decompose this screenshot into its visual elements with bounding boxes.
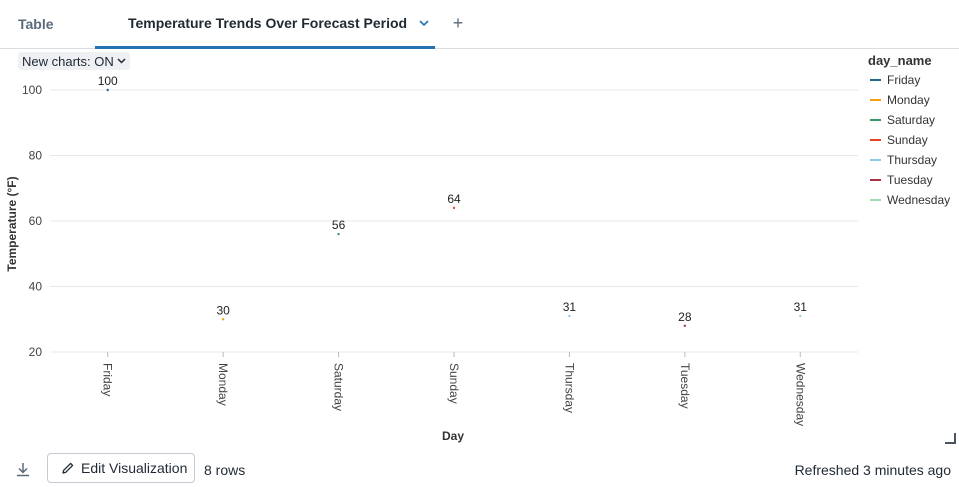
y-tick-label: 60 <box>29 214 43 228</box>
chevron-down-icon <box>117 58 126 64</box>
data-label: 31 <box>794 300 808 314</box>
y-axis-ticks: 20 40 60 80 100 <box>22 83 42 359</box>
legend: day_name Friday Monday Saturday Sunday Thurs… <box>868 52 959 210</box>
legend-swatch <box>870 79 881 81</box>
legend-swatch <box>870 99 881 101</box>
y-tick-label: 40 <box>29 280 43 294</box>
y-axis-label: Temperature (°F) <box>5 176 19 271</box>
data-point <box>683 324 687 327</box>
download-icon[interactable] <box>14 460 32 478</box>
footer: Edit Visualization 8 rows Refreshed 3 mi… <box>0 448 959 487</box>
x-tick-label: Wednesday <box>793 363 807 426</box>
legend-swatch <box>870 139 881 141</box>
tab-label: Temperature Trends Over Forecast Period <box>128 15 408 31</box>
x-tick-label: Tuesday <box>678 363 692 409</box>
legend-swatch <box>870 159 881 161</box>
resize-handle[interactable] <box>945 433 956 444</box>
x-tick-label: Saturday <box>332 363 346 411</box>
data-label: 100 <box>98 74 118 88</box>
data-label: 30 <box>216 303 230 317</box>
new-charts-label: New charts: ON <box>22 53 114 69</box>
legend-label: Thursday <box>887 153 938 167</box>
tab-table[interactable]: Table <box>18 16 54 32</box>
x-tick-label: Friday <box>101 363 115 396</box>
legend-swatch <box>870 199 881 201</box>
legend-item[interactable]: Monday <box>868 90 959 110</box>
legend-label: Wednesday <box>887 193 951 207</box>
legend-swatch <box>870 179 881 181</box>
y-tick-label: 80 <box>29 149 43 163</box>
tab-temperature-trends[interactable]: Temperature Trends Over Forecast Period <box>95 0 435 49</box>
legend-item[interactable]: Wednesday <box>868 190 959 210</box>
data-label: 28 <box>678 310 692 324</box>
x-tick-label: Thursday <box>562 363 576 413</box>
data-point <box>221 318 225 321</box>
data-label: 56 <box>332 218 346 232</box>
data-point <box>799 314 802 318</box>
x-tick-label: Sunday <box>447 363 461 404</box>
legend-title: day_name <box>868 53 932 68</box>
legend-items: Friday Monday Saturday Sunday Thursday Tuesda… <box>868 70 959 210</box>
legend-label: Friday <box>887 73 921 87</box>
x-axis-ticks: Friday Monday Saturday Sunday Thursday Tuesda… <box>101 352 807 426</box>
legend-label: Tuesday <box>887 173 933 187</box>
add-tab-button[interactable]: + <box>452 12 464 33</box>
legend-item[interactable]: Saturday <box>868 110 959 130</box>
row-count: 8 rows <box>204 462 246 478</box>
data-point <box>337 232 340 236</box>
grid-lines <box>50 89 858 353</box>
refreshed-status: Refreshed 3 minutes ago <box>794 462 951 478</box>
data-label: 31 <box>563 300 577 314</box>
new-charts-toggle[interactable]: New charts: ON <box>18 52 130 70</box>
x-tick-label: Monday <box>216 363 230 406</box>
data-point <box>452 206 456 210</box>
legend-label: Saturday <box>887 113 936 127</box>
chevron-down-icon[interactable] <box>419 20 429 26</box>
data-point <box>568 314 571 318</box>
data-marks: 100 30 56 64 31 28 31 <box>98 74 808 327</box>
legend-label: Monday <box>887 93 930 107</box>
pencil-icon <box>61 461 75 475</box>
y-tick-label: 20 <box>29 345 43 359</box>
edit-visualization-button[interactable]: Edit Visualization <box>47 453 195 483</box>
data-label: 64 <box>447 192 461 206</box>
legend-item[interactable]: Sunday <box>868 130 959 150</box>
temperature-chart: 20 40 60 80 100 Friday Monday Saturday Sunday Th… <box>5 74 858 443</box>
legend-item[interactable]: Tuesday <box>868 170 959 190</box>
legend-label: Sunday <box>887 133 928 147</box>
tab-bar: Table Temperature Trends Over Forecast P… <box>0 0 959 49</box>
y-tick-label: 100 <box>22 83 42 97</box>
legend-swatch <box>870 119 881 121</box>
legend-item[interactable]: Thursday <box>868 150 959 170</box>
data-point <box>106 88 109 92</box>
x-axis-label: Day <box>442 429 464 443</box>
edit-visualization-label: Edit Visualization <box>81 460 188 476</box>
legend-item[interactable]: Friday <box>868 70 959 90</box>
